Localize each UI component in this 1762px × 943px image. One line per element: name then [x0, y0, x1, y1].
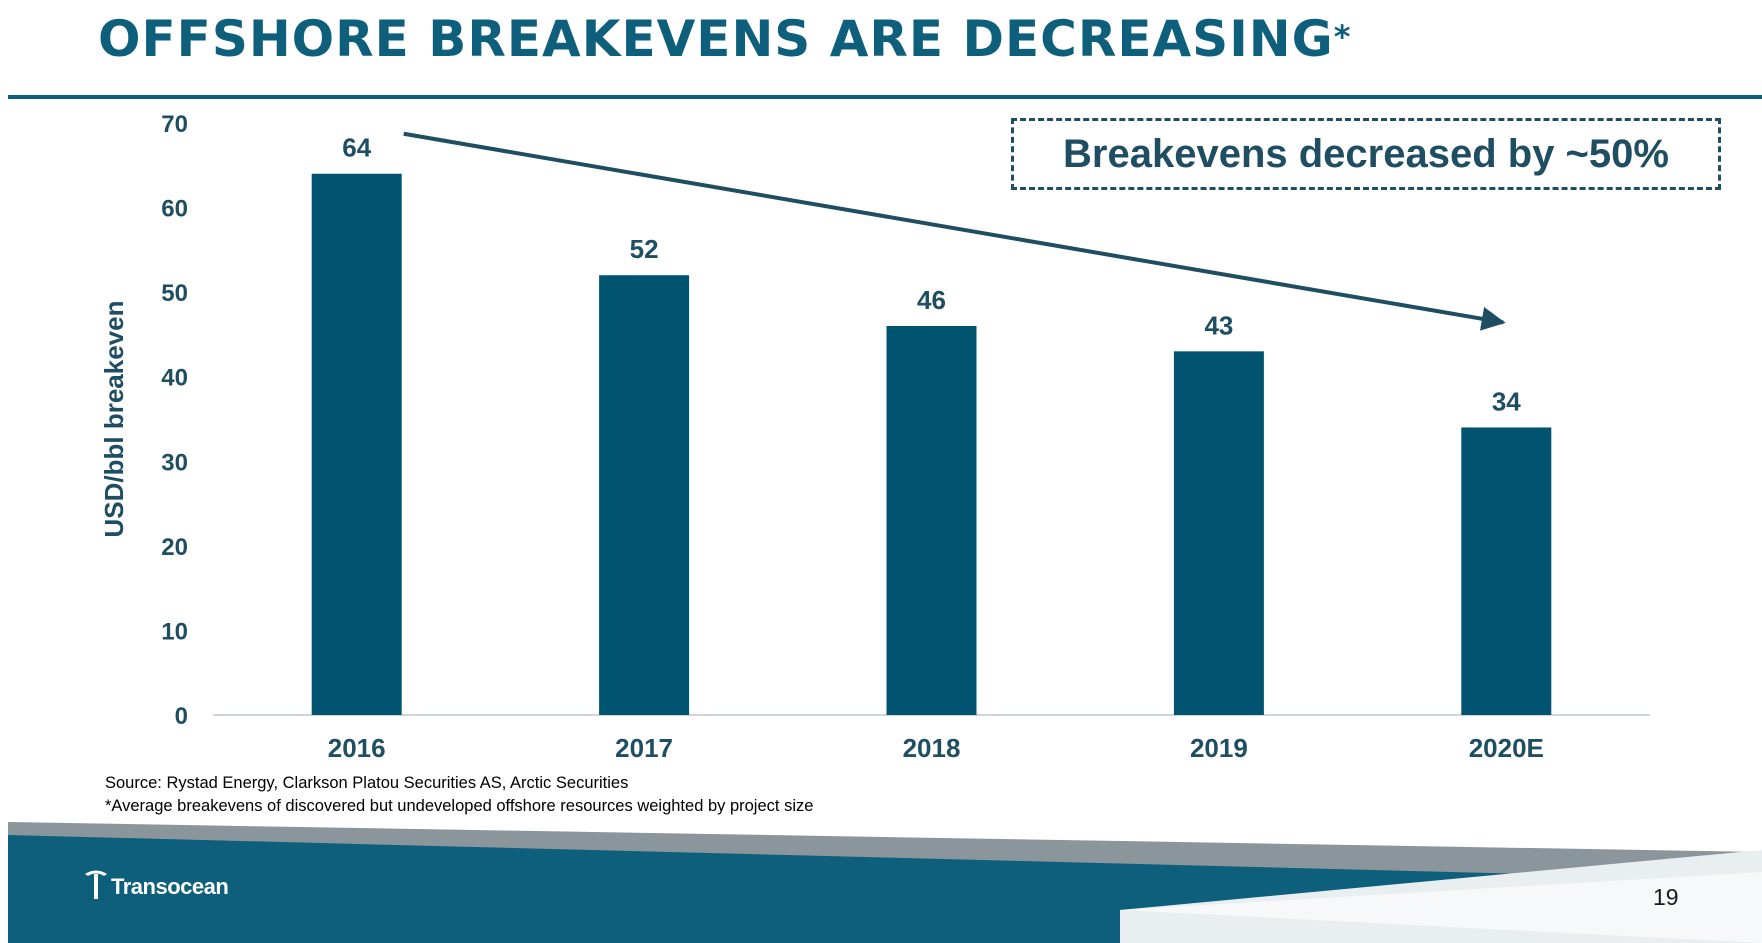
y-axis-label: USD/bbl breakeven: [99, 301, 129, 538]
y-tick-label: 0: [175, 703, 188, 730]
y-tick-label: 70: [161, 111, 188, 138]
trend-arrow: [403, 131, 1506, 331]
x-tick-label: 2019: [1190, 733, 1248, 763]
bar-2016: [311, 173, 402, 715]
y-tick-label: 50: [161, 280, 188, 307]
y-tick-label: 60: [161, 196, 188, 223]
page-number: 19: [1653, 884, 1679, 910]
title-asterisk: *: [1333, 18, 1352, 56]
data-label: 64: [342, 133, 371, 163]
bar-2018: [886, 325, 977, 715]
bar-2019: [1173, 351, 1264, 715]
y-tick-label: 20: [161, 534, 188, 561]
x-tick-label: 2020E: [1469, 733, 1544, 763]
data-label: 43: [1204, 310, 1233, 340]
footer-light-panel-shade: [1120, 872, 1762, 943]
title-text: OFFSHORE BREAKEVENS ARE DECREASING: [98, 10, 1334, 68]
bar-2020E: [1461, 427, 1552, 715]
x-tick-label: 2016: [328, 733, 386, 763]
logo-text: Transocean: [111, 874, 229, 899]
source-note: Source: Rystad Energy, Clarkson Platou S…: [105, 774, 629, 792]
title-underline: [8, 95, 1762, 99]
x-tick-label: 2017: [615, 733, 673, 763]
page-title: OFFSHORE BREAKEVENS ARE DECREASING*: [98, 10, 1351, 68]
footnote: *Average breakevens of discovered but un…: [105, 797, 814, 815]
bar-chart: USD/bbl breakeven 0 10 20 30 40 50 60 70 64 2016 52…: [99, 111, 1650, 763]
y-tick-label: 30: [161, 449, 188, 476]
transocean-t-logo-icon: [85, 870, 107, 899]
data-label: 46: [917, 285, 946, 315]
x-tick-label: 2018: [903, 733, 961, 763]
y-tick-label: 40: [161, 365, 188, 392]
company-logo: Transocean: [83, 868, 229, 900]
bar-2017: [599, 275, 690, 715]
callout-box: Breakevens decreased by ~50%: [1011, 118, 1721, 190]
y-tick-label: 10: [161, 618, 188, 645]
data-label: 52: [630, 234, 659, 264]
data-label: 34: [1492, 386, 1521, 416]
